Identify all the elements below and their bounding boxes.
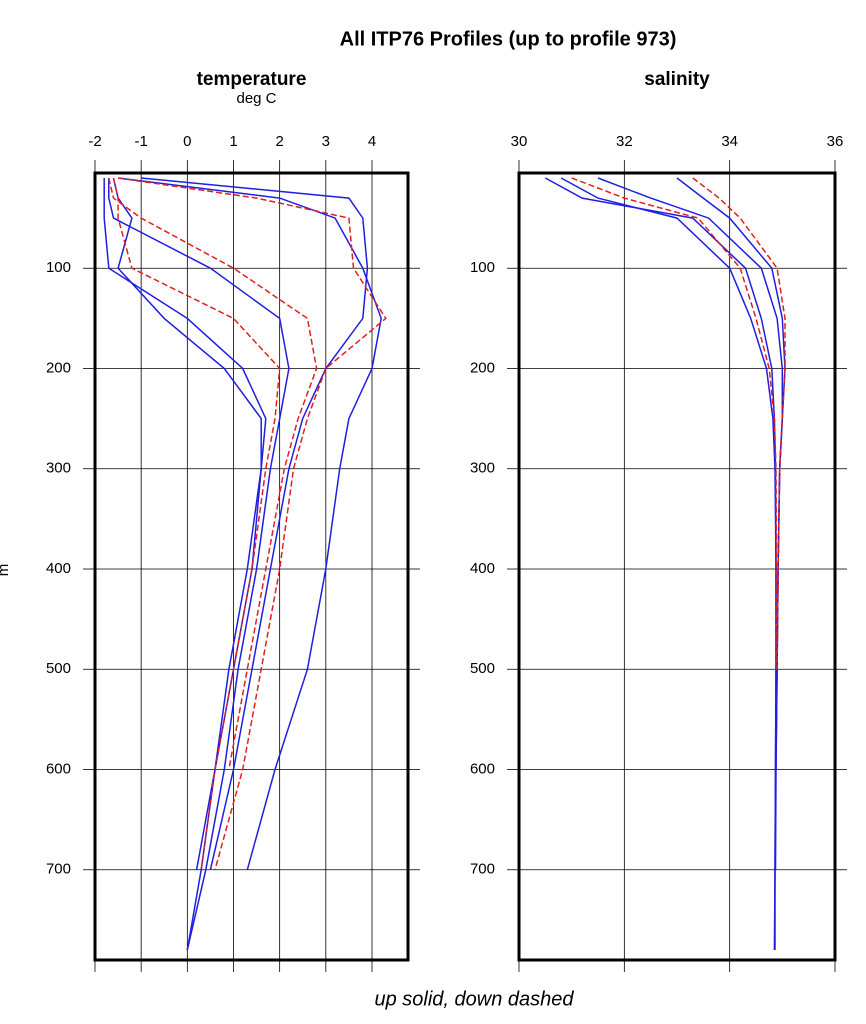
profile-line <box>676 177 786 770</box>
y-tick-label: 100 <box>470 259 495 276</box>
x-tick-label: -2 <box>88 133 101 150</box>
plot-frame <box>517 171 837 962</box>
y-tick-label: 200 <box>46 359 71 376</box>
y-axis-label: m <box>0 564 12 577</box>
x-tick-label: 1 <box>229 133 237 150</box>
x-tick-label: 30 <box>511 133 528 150</box>
panel-subtitle: deg C <box>236 90 276 107</box>
profile-line <box>692 177 786 670</box>
y-tick-label: 600 <box>46 760 71 777</box>
y-tick-label: 500 <box>46 660 71 677</box>
profile-line <box>112 177 281 870</box>
profile-line <box>108 178 290 951</box>
profile-line <box>141 177 369 870</box>
profile-line <box>544 177 777 950</box>
x-tick-label: 32 <box>616 133 633 150</box>
profile-line <box>597 177 784 870</box>
x-tick-label: 4 <box>368 133 376 150</box>
y-tick-label: 200 <box>470 359 495 376</box>
x-tick-label: 36 <box>827 133 844 150</box>
profile-line <box>560 177 777 951</box>
y-tick-label: 500 <box>470 660 495 677</box>
profile-line <box>117 177 387 870</box>
y-tick-label: 400 <box>46 560 71 577</box>
profile-line <box>118 177 382 870</box>
panel-title: temperature <box>197 69 307 90</box>
profile-line <box>103 178 267 870</box>
y-tick-label: 100 <box>46 259 71 276</box>
plot-frame <box>93 171 410 962</box>
x-tick-label: -1 <box>134 133 147 150</box>
y-tick-label: 400 <box>470 560 495 577</box>
x-tick-label: 34 <box>721 133 738 150</box>
chart-title: All ITP76 Profiles (up to profile 973) <box>340 28 677 50</box>
profile-line <box>571 177 778 670</box>
y-tick-label: 700 <box>470 861 495 878</box>
y-tick-label: 600 <box>470 760 495 777</box>
x-tick-label: 2 <box>275 133 283 150</box>
x-tick-label: 3 <box>322 133 330 150</box>
y-tick-label: 300 <box>470 460 495 477</box>
profile-line <box>108 177 318 770</box>
y-tick-label: 700 <box>46 861 71 878</box>
panel-title: salinity <box>644 69 710 90</box>
x-tick-label: 0 <box>183 133 191 150</box>
y-tick-label: 300 <box>46 460 71 477</box>
caption: up solid, down dashed <box>374 988 574 1010</box>
